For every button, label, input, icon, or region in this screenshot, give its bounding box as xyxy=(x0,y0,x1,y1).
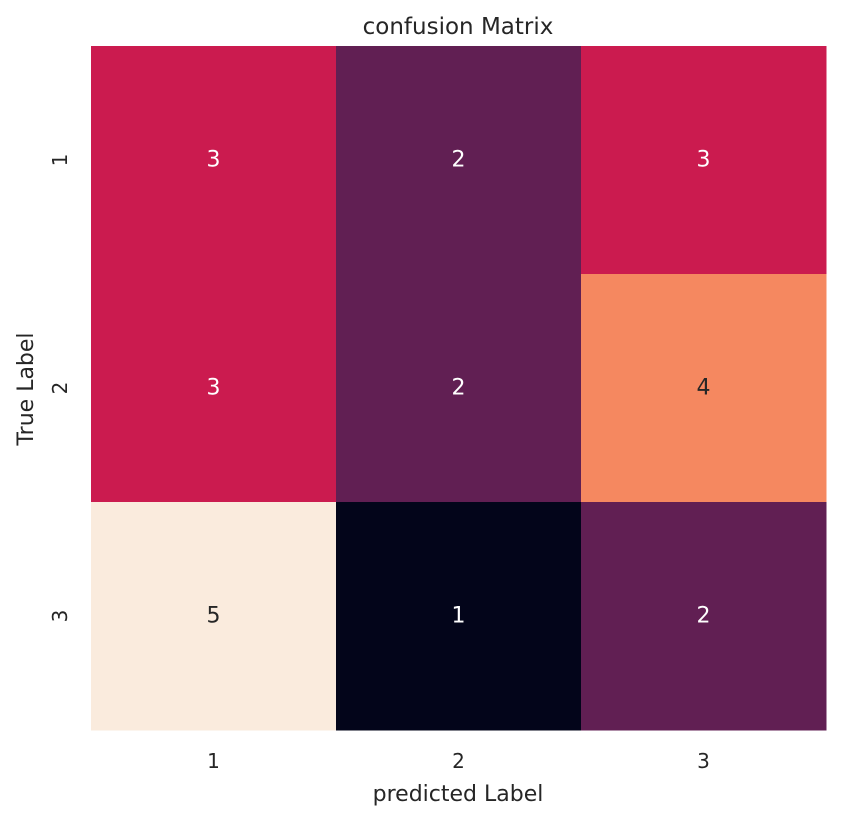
heatmap-cell-r2-c1 xyxy=(91,274,337,503)
heatmap-cell-r3-c3 xyxy=(581,502,827,731)
heatmap-cell-r2-c2 xyxy=(336,274,582,503)
x-tick-label-1: 1 xyxy=(207,749,220,773)
cell-value-r1-c1: 3 xyxy=(207,148,221,173)
heatmap-cells: 3 2 3 3 2 4 5 1 2 xyxy=(91,46,827,731)
cell-value-r3-c1: 5 xyxy=(207,604,221,629)
cell-value-r1-c2: 2 xyxy=(452,148,466,173)
heatmap-cell-r1-c2 xyxy=(336,46,582,275)
x-tick-label-3: 3 xyxy=(697,749,710,773)
x-axis-label: predicted Label xyxy=(373,782,544,807)
y-tick-label-1: 1 xyxy=(48,154,72,167)
cell-value-r1-c3: 3 xyxy=(697,148,711,173)
x-tick-label-2: 2 xyxy=(452,749,465,773)
heatmap-cell-r1-c3 xyxy=(581,46,827,275)
cell-value-r2-c1: 3 xyxy=(207,376,221,401)
cell-value-r2-c2: 2 xyxy=(452,376,466,401)
heatmap-cell-r3-c1 xyxy=(91,502,337,731)
x-axis-ticks: 1 2 3 xyxy=(207,749,710,773)
heatmap-cell-r1-c1 xyxy=(91,46,337,275)
heatmap-cell-r2-c3 xyxy=(581,274,827,503)
chart-title: confusion Matrix xyxy=(363,14,554,40)
y-tick-label-3: 3 xyxy=(48,610,72,623)
cell-value-r3-c3: 2 xyxy=(697,604,711,629)
cell-value-r2-c3: 4 xyxy=(697,376,711,401)
y-axis-ticks: 1 2 3 xyxy=(48,154,72,623)
heatmap-cell-r3-c2 xyxy=(336,502,582,731)
y-tick-label-2: 2 xyxy=(48,382,72,395)
cell-value-r3-c2: 1 xyxy=(452,604,466,629)
y-axis-label: True Label xyxy=(14,332,39,446)
